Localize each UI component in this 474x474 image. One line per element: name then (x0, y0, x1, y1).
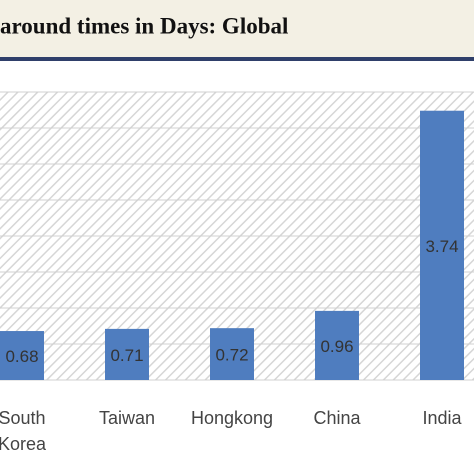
value-label: 0.71 (110, 346, 143, 365)
x-tick-label: China (313, 408, 361, 428)
bar (210, 328, 254, 380)
bar (105, 328, 149, 380)
x-tick-label: South Korea (0, 408, 47, 454)
value-label: 0.96 (320, 337, 353, 356)
bars: 0.68 South Korea 0.71 Taiwan 0.72 Hongkong 0.96… (0, 110, 464, 454)
bar (315, 310, 359, 380)
grid (0, 91, 474, 381)
chart-title: around times in Days: Global (0, 13, 288, 38)
bar (420, 110, 464, 380)
value-label: 0.72 (215, 346, 248, 365)
x-tick-label: Taiwan (99, 408, 155, 428)
x-tick-label: Hongkong (191, 408, 273, 428)
bar (0, 331, 44, 380)
title-rule (0, 57, 474, 61)
x-tick-label: India (422, 408, 462, 428)
title-band (0, 0, 474, 57)
value-label: 0.68 (5, 347, 38, 366)
value-label: 3.74 (425, 237, 458, 256)
